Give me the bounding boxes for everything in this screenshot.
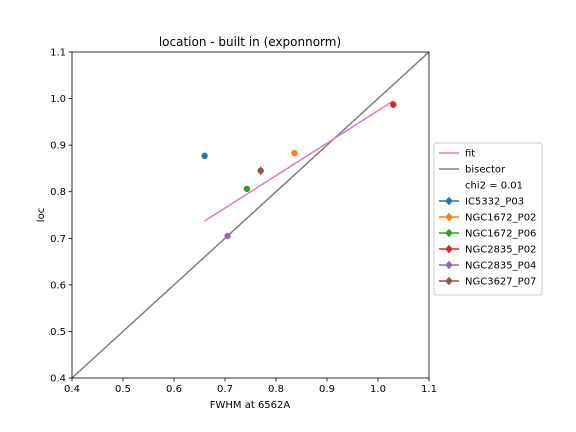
fit-line bbox=[204, 100, 394, 222]
legend-label: NGC3627_P07 bbox=[465, 277, 536, 288]
data-point-IC5332_P03 bbox=[201, 152, 208, 160]
y-axis-label: loc bbox=[36, 208, 47, 222]
legend-label: bisector bbox=[465, 165, 506, 176]
marker bbox=[201, 152, 208, 160]
x-axis-label: FWHM at 6562A bbox=[210, 400, 291, 411]
legend-marker bbox=[446, 262, 452, 268]
x-tick-label: 0.4 bbox=[64, 384, 80, 395]
legend-entry-NGC1672_P02: NGC1672_P02 bbox=[439, 213, 536, 224]
y-tick-label: 0.5 bbox=[50, 327, 66, 338]
legend-label: IC5332_P03 bbox=[465, 197, 524, 208]
x-tick-label: 0.7 bbox=[217, 384, 233, 395]
y-tick-label: 0.7 bbox=[50, 234, 66, 245]
legend-marker bbox=[446, 198, 452, 204]
x-tick-label: 1.0 bbox=[370, 384, 386, 395]
legend-marker bbox=[446, 214, 452, 220]
marker bbox=[390, 101, 397, 108]
legend-label: NGC2835_P02 bbox=[465, 245, 536, 256]
plot-area: 0.4 0.5 0.6 0.7 0.8 0.9 1.0 1.1 0.4 0.5 0.6 0.7 0.8 0… bbox=[50, 48, 437, 396]
y-tick-label: 0.8 bbox=[50, 187, 66, 198]
legend-marker bbox=[446, 246, 452, 252]
marker bbox=[243, 185, 251, 193]
legend-entry-fit: fit bbox=[439, 149, 475, 160]
legend-entry-chi2: chi2 = 0.01 bbox=[465, 181, 523, 192]
x-tick-label: 0.8 bbox=[268, 384, 284, 395]
bisector-line bbox=[72, 52, 429, 378]
data-point-NGC2835_P04 bbox=[224, 232, 231, 240]
y-tick-label: 1.0 bbox=[50, 94, 66, 105]
marker bbox=[257, 167, 264, 174]
legend-marker bbox=[446, 278, 452, 284]
y-tick-label: 0.9 bbox=[50, 141, 66, 152]
y-tick-label: 0.4 bbox=[50, 374, 66, 385]
x-tick-label: 0.5 bbox=[115, 384, 131, 395]
legend-entry-NGC1672_P06: NGC1672_P06 bbox=[439, 229, 536, 240]
legend-label: NGC2835_P04 bbox=[465, 261, 536, 272]
legend-entry-NGC2835_P02: NGC2835_P02 bbox=[439, 245, 536, 256]
legend-entry-IC5332_P03: IC5332_P03 bbox=[439, 197, 524, 208]
legend-label: fit bbox=[465, 149, 475, 160]
y-tick-label: 1.1 bbox=[50, 48, 66, 59]
legend-label: chi2 = 0.01 bbox=[465, 181, 523, 192]
legend-label: NGC1672_P06 bbox=[465, 229, 536, 240]
legend-box bbox=[433, 142, 543, 296]
x-tick-label: 0.6 bbox=[166, 384, 182, 395]
legend-marker bbox=[446, 230, 452, 236]
data-point-NGC3627_P07 bbox=[257, 166, 264, 175]
legend-entry-NGC3627_P07: NGC3627_P07 bbox=[439, 277, 536, 288]
marker bbox=[224, 232, 231, 240]
data-point-NGC1672_P06 bbox=[243, 185, 251, 193]
data-point-NGC1672_P02 bbox=[291, 149, 298, 157]
legend-label: NGC1672_P02 bbox=[465, 213, 536, 224]
y-tick-label: 0.6 bbox=[50, 280, 66, 291]
legend: fit bisector chi2 = 0.01 IC5332_P03 NGC1672_… bbox=[433, 142, 543, 296]
chart-title: location - built in (exponnorm) bbox=[159, 35, 341, 49]
x-tick-label: 1.1 bbox=[421, 384, 437, 395]
legend-entry-bisector: bisector bbox=[439, 165, 506, 176]
axes-frame bbox=[71, 51, 430, 379]
legend-entry-NGC2835_P04: NGC2835_P04 bbox=[439, 261, 536, 272]
data-point-NGC2835_P02 bbox=[390, 101, 397, 108]
x-tick-label: 0.9 bbox=[319, 384, 335, 395]
marker bbox=[291, 149, 298, 157]
